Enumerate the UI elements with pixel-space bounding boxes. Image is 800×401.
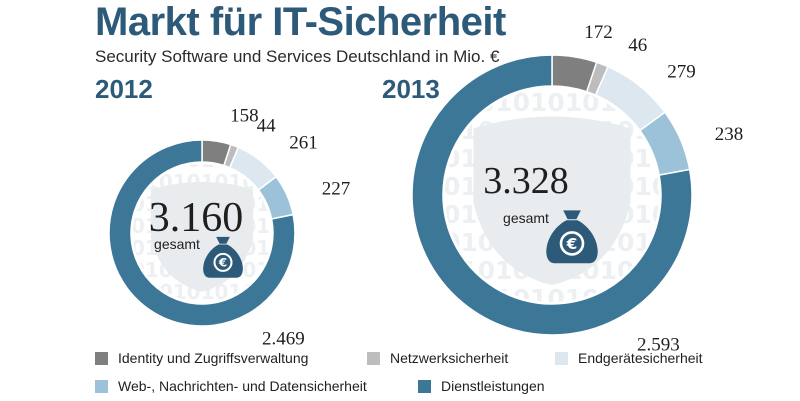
legend-item-web: Web-, Nachrichten- und Datensicherheit bbox=[95, 378, 367, 394]
total-value-2013: 3.328 bbox=[483, 160, 569, 202]
legend-swatch-endgeraete bbox=[555, 351, 568, 365]
svg-text:0101010101010101: 0101010101010101 bbox=[131, 148, 354, 172]
legend-swatch-web bbox=[95, 379, 108, 393]
value-label-endgeraete-2013: 279 bbox=[667, 62, 696, 83]
legend-item-identity: Identity und Zugriffsverwaltung bbox=[95, 350, 308, 366]
value-label-netzwerk-2013: 46 bbox=[628, 35, 647, 56]
donut-segment-dienst-2012 bbox=[108, 139, 296, 327]
value-label-dienst-2012: 2.469 bbox=[262, 328, 305, 349]
value-label-web-2013: 238 bbox=[715, 124, 744, 145]
total-caption-2012: gesamt bbox=[154, 236, 200, 252]
value-label-netzwerk-2012: 44 bbox=[257, 115, 277, 136]
legend-swatch-netzwerk bbox=[367, 351, 380, 365]
year-label-2012: 2012 bbox=[95, 74, 153, 104]
legend-label-netzwerk: Netzwerksicherheit bbox=[390, 350, 509, 366]
donut-segment-dienst-2013 bbox=[411, 54, 693, 336]
value-label-web-2012: 227 bbox=[322, 178, 351, 199]
svg-text:0101010101010101: 0101010101010101 bbox=[131, 82, 354, 106]
legend-item-netzwerk: Netzwerksicherheit bbox=[367, 350, 508, 366]
svg-text:0101010101010101: 0101010101010101 bbox=[443, 32, 721, 61]
value-label-identity-2012: 158 bbox=[230, 105, 259, 126]
svg-text:0101010101010101: 0101010101010101 bbox=[443, 4, 721, 33]
legend-label-identity: Identity und Zugriffsverwaltung bbox=[118, 350, 309, 366]
chart-subtitle: Security Software und Services Deutschla… bbox=[95, 47, 500, 66]
value-label-identity-2013: 172 bbox=[584, 22, 613, 43]
donut-chart-2012: 0101010101010101010101010101010101010101… bbox=[108, 82, 354, 349]
legend-label-web: Web-, Nachrichten- und Datensicherheit bbox=[118, 378, 367, 394]
legend-label-endgeraete: Endgerätesicherheit bbox=[578, 350, 703, 366]
legend: Identity und Zugriffsverwaltung Netzwerk… bbox=[95, 350, 775, 400]
svg-text:0101010101010101: 0101010101010101 bbox=[443, 60, 721, 89]
total-caption-2013: gesamt bbox=[503, 210, 549, 226]
total-value-2012: 3.160 bbox=[149, 195, 244, 241]
svg-text:€: € bbox=[218, 256, 227, 270]
year-label-2013: 2013 bbox=[382, 74, 440, 104]
legend-swatch-dienst bbox=[418, 379, 431, 393]
chart-title: Markt für IT-Sicherheit bbox=[95, 0, 506, 44]
money-bag-icon-0: € bbox=[203, 236, 243, 278]
money-bag-icon-1: € bbox=[546, 210, 598, 264]
legend-item-endgeraete: Endgerätesicherheit bbox=[555, 350, 703, 366]
value-label-dienst-2013: 2.593 bbox=[637, 334, 680, 355]
donut-chart-2013: 0101010101010101010101010101010101010101… bbox=[411, 4, 744, 355]
legend-item-dienst: Dienstleistungen bbox=[418, 378, 545, 394]
svg-text:0101010101010101: 0101010101010101 bbox=[131, 324, 354, 348]
legend-swatch-identity bbox=[95, 351, 108, 365]
svg-text:€: € bbox=[566, 235, 578, 253]
value-label-endgeraete-2012: 261 bbox=[289, 132, 318, 153]
svg-text:0101010101010101: 0101010101010101 bbox=[131, 126, 354, 150]
legend-label-dienst: Dienstleistungen bbox=[441, 378, 545, 394]
